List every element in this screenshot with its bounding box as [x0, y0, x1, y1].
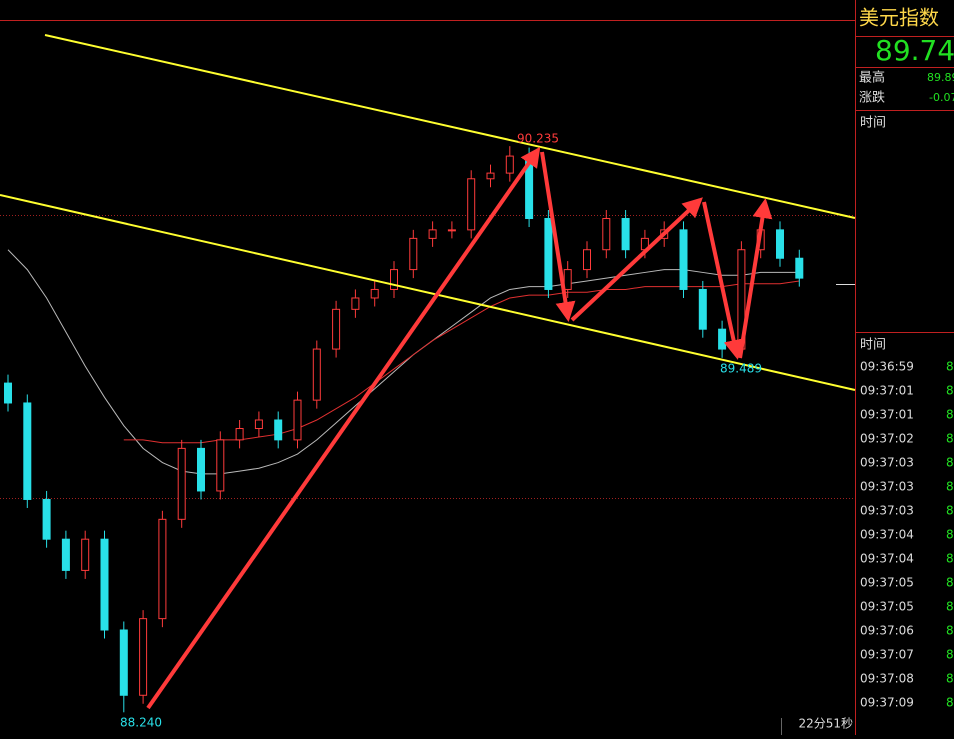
moving-average	[7, 249, 800, 475]
candle-body	[409, 237, 418, 271]
tick-time: 09:37:07	[860, 648, 914, 662]
tick-price: 8	[946, 480, 954, 494]
tick-price: 8	[946, 600, 954, 614]
section-label: 时间	[860, 116, 886, 131]
tick-price: 8	[946, 360, 954, 374]
tick-time: 09:37:08	[860, 672, 914, 686]
candle-body	[679, 229, 688, 290]
tick-price: 8	[946, 672, 954, 686]
arrow	[540, 151, 576, 322]
candle-body	[42, 498, 51, 540]
candle-body	[351, 297, 360, 310]
candle-body	[467, 178, 476, 231]
candle-body	[216, 439, 225, 492]
arrow	[146, 146, 541, 710]
tick-time: 09:37:05	[860, 600, 914, 614]
tick-price: 8	[946, 576, 954, 590]
candle-body	[544, 218, 553, 290]
tick-price: 8	[946, 456, 954, 470]
candle-body	[235, 428, 244, 441]
candle-body	[563, 269, 572, 290]
tick-time: 09:37:04	[860, 528, 914, 542]
candle-body	[4, 382, 12, 404]
tick-time: 09:37:06	[860, 624, 914, 638]
candle-body	[776, 229, 784, 259]
tick-price: 8	[946, 504, 954, 518]
tick-time: 09:37:02	[860, 432, 914, 446]
arrow	[702, 201, 744, 360]
candle-body	[486, 172, 495, 180]
stat-value: -0.07	[929, 91, 954, 104]
tick-time: 09:37:03	[860, 480, 914, 494]
tick-time: 09:37:03	[860, 456, 914, 470]
sidebar-bg	[856, 0, 954, 735]
candle-body	[197, 447, 205, 492]
tick-time: 09:37:05	[860, 576, 914, 590]
tick-price: 8	[946, 432, 954, 446]
ticks: 09:36:59 8 09:37:01 8 09:37:01 8 09:37:02 8 09:3…	[860, 360, 954, 710]
candle-body	[293, 399, 302, 441]
candle-body	[139, 618, 148, 696]
candle-body	[718, 328, 727, 350]
candle-body	[621, 218, 630, 251]
tick-price: 8	[946, 552, 954, 566]
candle-body	[119, 629, 128, 696]
candle-body	[370, 288, 379, 299]
tick-time: 09:36:59	[860, 360, 914, 374]
candle-body	[61, 538, 70, 571]
trend-line	[44, 34, 856, 219]
candle-body	[428, 229, 437, 239]
candle-body	[81, 538, 90, 571]
price: 89.74	[875, 34, 954, 67]
tick-time: 09:37:09	[860, 696, 914, 710]
candle-body	[312, 348, 321, 401]
tick-price: 8	[946, 648, 954, 662]
tick-time: 09:37:01	[860, 408, 914, 422]
ticks-header: 时间	[860, 338, 886, 353]
annotation: 88.240	[120, 716, 162, 730]
candle-body	[332, 308, 341, 350]
stat-value: 89.89	[927, 71, 954, 84]
candle-body	[583, 249, 591, 271]
candle-body	[274, 419, 283, 441]
tick-price: 8	[946, 384, 954, 398]
tick-time: 09:37:03	[860, 504, 914, 518]
sidebar: 美元指数 89.74 最高 89.89 涨跌 -0.07 时间 时间 09:36…	[856, 0, 954, 735]
candle-body	[23, 402, 32, 500]
annotation: 89.489	[720, 362, 762, 376]
tick-price: 8	[946, 624, 954, 638]
timer: 22分51秒	[798, 717, 853, 731]
arrow	[570, 197, 703, 322]
tick-time: 09:37:04	[860, 552, 914, 566]
candle-body	[390, 269, 398, 290]
tick-price: 8	[946, 696, 954, 710]
candle-body	[602, 218, 611, 251]
tick-time: 09:37:01	[860, 384, 914, 398]
candle-body	[100, 538, 109, 631]
plot	[4, 146, 804, 713]
candle-body	[447, 229, 456, 232]
stat-label: 涨跌	[859, 90, 885, 106]
annotation: 90.235	[517, 132, 559, 146]
candle-body	[254, 419, 263, 430]
candle-body	[795, 257, 804, 279]
candle-body	[177, 447, 186, 520]
tick-price: 8	[946, 528, 954, 542]
candle-body	[698, 288, 707, 330]
arrows	[146, 146, 773, 710]
arrow	[738, 198, 773, 359]
tick-price: 8	[946, 408, 954, 422]
stat-label: 最高	[859, 70, 885, 86]
candle-body	[158, 518, 167, 620]
candle-body	[505, 155, 514, 174]
title: 美元指数	[859, 6, 939, 30]
trend-line	[0, 194, 856, 391]
